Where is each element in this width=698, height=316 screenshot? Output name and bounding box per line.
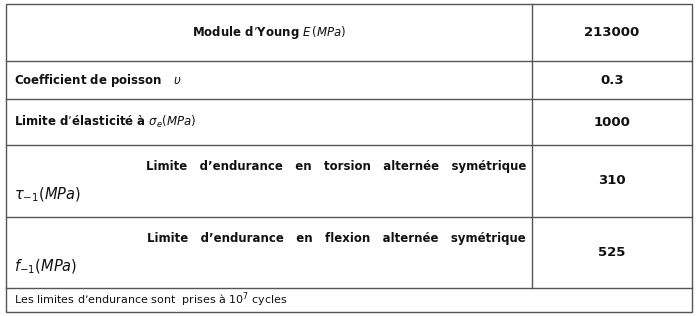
Text: Limite   d’endurance   en   torsion   alternée   symétrique: Limite d’endurance en torsion alternée s… xyxy=(145,160,526,173)
Text: Coefficient de poisson   $\upsilon$: Coefficient de poisson $\upsilon$ xyxy=(14,72,182,88)
Text: Module d’Young $E\,\left(MPa\right)$: Module d’Young $E\,\left(MPa\right)$ xyxy=(192,24,346,41)
Text: Les limites d’endurance sont  prises à $10^7$ cycles: Les limites d’endurance sont prises à $1… xyxy=(14,291,288,309)
Text: 1000: 1000 xyxy=(593,116,630,129)
Text: 0.3: 0.3 xyxy=(600,74,624,87)
Text: $\tau_{-1}\left(MPa\right)$: $\tau_{-1}\left(MPa\right)$ xyxy=(14,186,81,204)
Text: 310: 310 xyxy=(598,174,625,187)
Text: 525: 525 xyxy=(598,246,625,259)
Text: $f_{-1}\left(MPa\right)$: $f_{-1}\left(MPa\right)$ xyxy=(14,258,77,276)
Text: 213000: 213000 xyxy=(584,26,639,39)
Text: Limite d’élasticité à $\sigma_e\left(MPa\right)$: Limite d’élasticité à $\sigma_e\left(MPa… xyxy=(14,114,196,130)
Text: Limite   d’endurance   en   flexion   alternée   symétrique: Limite d’endurance en flexion alternée s… xyxy=(147,232,526,245)
